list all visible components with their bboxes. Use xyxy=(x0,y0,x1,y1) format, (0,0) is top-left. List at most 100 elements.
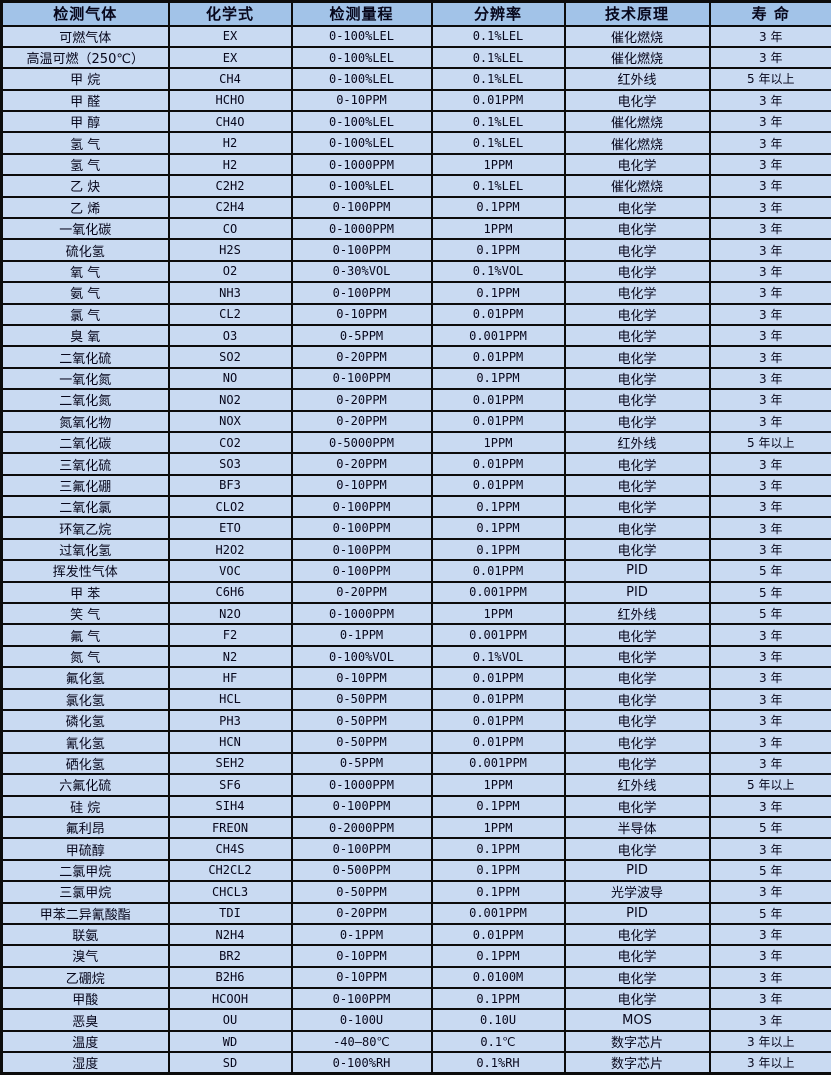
table-cell: 3 年 xyxy=(708,516,831,540)
table-row: 硅 烷 SIH4 0-100PPM 0.1PPM 电化学 3 年 xyxy=(0,794,831,818)
table-row: 湿度 SD 0-100%RH 0.1%RH 数字芯片 3 年以上 xyxy=(0,1051,831,1075)
table-cell: 0.1PPM xyxy=(430,987,566,1011)
table-cell: HF xyxy=(167,666,293,690)
table-row: 氮 气 N2 0-100%VOL 0.1%VOL 电化学 3 年 xyxy=(0,644,831,669)
table-cell: 催化燃烧 xyxy=(563,110,711,134)
table-cell: 电化学 xyxy=(563,794,711,818)
table-row: 二氧化氮 NO2 0-20PPM 0.01PPM 电化学 3 年 xyxy=(0,388,831,412)
table-row: 高温可燃（250℃） EX 0-100%LEL 0.1%LEL 催化燃烧 3 年 xyxy=(0,45,831,70)
table-cell: 3 年 xyxy=(708,922,831,947)
table-cell: 电化学 xyxy=(563,516,711,540)
table-cell: 二氧化硫 xyxy=(0,345,170,369)
table-cell: NH3 xyxy=(167,281,293,305)
table-cell: 0-50PPM xyxy=(290,730,433,754)
table-cell: 催化燃烧 xyxy=(563,131,711,155)
table-cell: HCHO xyxy=(167,88,293,113)
table-cell: 甲 苯 xyxy=(0,580,170,605)
table-cell: 氟利昂 xyxy=(0,815,170,840)
table-cell: PID xyxy=(563,580,711,605)
table-cell: NO xyxy=(167,366,293,391)
table-cell: 0-5PPM xyxy=(290,751,433,776)
table-cell: 1PPM xyxy=(430,430,566,455)
table-cell: 5 年 xyxy=(708,815,831,840)
table-cell: NOX xyxy=(167,409,293,433)
table-cell: 红外线 xyxy=(563,602,711,626)
table-cell: 氰化氢 xyxy=(0,730,170,754)
table-cell: CL2 xyxy=(167,302,293,326)
table-row: 甲 苯 C6H6 0-20PPM 0.001PPM PID 5 年 xyxy=(0,580,831,605)
table-cell: 氨 气 xyxy=(0,281,170,305)
table-cell: CH4S xyxy=(167,837,293,861)
table-cell: H2 xyxy=(167,152,293,177)
table-body: 可燃气体 EX 0-100%LEL 0.1%LEL 催化燃烧 3 年高温可燃（250℃） E… xyxy=(0,24,831,1075)
table-cell: O2 xyxy=(167,259,293,284)
table-row: 二氧化碳 CO2 0-5000PPM 1PPM 红外线 5 年以上 xyxy=(0,430,831,455)
table-cell: 氮 气 xyxy=(0,644,170,669)
table-cell: 0.1PPM xyxy=(430,195,566,220)
table-row: 甲苯二异氰酸酯 TDI 0-20PPM 0.001PPM PID 5 年 xyxy=(0,901,831,925)
table-cell: SO2 xyxy=(167,345,293,369)
table-cell: 0.001PPM xyxy=(430,623,566,647)
table-cell: WD xyxy=(167,1029,293,1054)
table-cell: 3 年 xyxy=(708,452,831,476)
table-cell: 电化学 xyxy=(563,88,711,113)
table-cell: 0-100PPM xyxy=(290,495,433,519)
table-cell: 0.01PPM xyxy=(430,409,566,433)
table-cell: 0-20PPM xyxy=(290,388,433,412)
table-cell: VOC xyxy=(167,559,293,583)
table-cell: 0.1℃ xyxy=(430,1029,566,1054)
table-row: 二氧化氯 CLO2 0-100PPM 0.1PPM 电化学 3 年 xyxy=(0,495,831,519)
table-cell: 0.1PPM xyxy=(430,366,566,391)
table-cell: 3 年 xyxy=(708,687,831,712)
table-cell: CH2CL2 xyxy=(167,858,293,883)
table-cell: 0-100%RH xyxy=(290,1051,433,1075)
table-cell: 0-1PPM xyxy=(290,623,433,647)
table-cell: 3 年 xyxy=(708,366,831,391)
table-cell: 3 年 xyxy=(708,45,831,70)
table-cell: 可燃气体 xyxy=(0,24,170,48)
table-cell: 3 年 xyxy=(708,152,831,177)
table-cell: MOS xyxy=(563,1008,711,1032)
table-cell: 电化学 xyxy=(563,409,711,433)
table-cell: 3 年 xyxy=(708,174,831,198)
table-cell: 0.01PPM xyxy=(430,345,566,369)
table-cell: 氢 气 xyxy=(0,131,170,155)
table-cell: 磷化氢 xyxy=(0,708,170,733)
table-cell: CH4 xyxy=(167,67,293,91)
table-row: 氨 气 NH3 0-100PPM 0.1PPM 电化学 3 年 xyxy=(0,281,831,305)
table-cell: 笑 气 xyxy=(0,602,170,626)
table-cell: HCOOH xyxy=(167,987,293,1011)
table-cell: 3 年以上 xyxy=(708,1051,831,1075)
table-cell: OU xyxy=(167,1008,293,1032)
table-cell: 0-20PPM xyxy=(290,901,433,925)
table-cell: 0.1%LEL xyxy=(430,174,566,198)
table-row: 磷化氢 PH3 0-50PPM 0.01PPM 电化学 3 年 xyxy=(0,708,831,733)
table-cell: 3 年 xyxy=(708,131,831,155)
table-cell: 0.1PPM xyxy=(430,944,566,968)
table-cell: 电化学 xyxy=(563,238,711,262)
table-cell: 3 年 xyxy=(708,987,831,1011)
table-cell: 0.01PPM xyxy=(430,687,566,712)
table-cell: 电化学 xyxy=(563,837,711,861)
table-cell: O3 xyxy=(167,323,293,348)
table-cell: TDI xyxy=(167,901,293,925)
table-row: 二氯甲烷 CH2CL2 0-500PPM 0.1PPM PID 5 年 xyxy=(0,858,831,883)
table-cell: 5 年以上 xyxy=(708,773,831,797)
table-cell: 数字芯片 xyxy=(563,1029,711,1054)
table-cell: 3 年 xyxy=(708,473,831,498)
table-cell: 红外线 xyxy=(563,430,711,455)
table-cell: 电化学 xyxy=(563,388,711,412)
table-cell: 3 年 xyxy=(708,259,831,284)
table-cell: 3 年 xyxy=(708,323,831,348)
table-cell: 一氧化氮 xyxy=(0,366,170,391)
table-cell: 0-1000PPM xyxy=(290,216,433,241)
table-cell: 0.01PPM xyxy=(430,666,566,690)
column-header: 化学式 xyxy=(167,0,293,27)
table-cell: 0-100PPM xyxy=(290,195,433,220)
table-cell: EX xyxy=(167,24,293,48)
table-cell: 硒化氢 xyxy=(0,751,170,776)
table-cell: 5 年以上 xyxy=(708,67,831,91)
table-cell: 3 年 xyxy=(708,345,831,369)
table-cell: 0.001PPM xyxy=(430,901,566,925)
table-cell: 红外线 xyxy=(563,67,711,91)
